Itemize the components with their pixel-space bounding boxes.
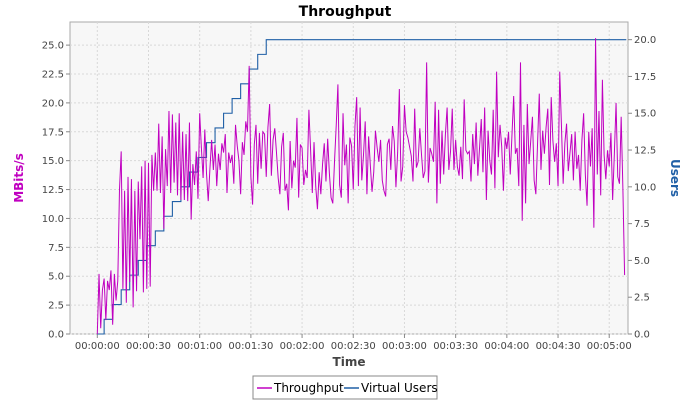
y-right-tick-label: 7.5 <box>634 219 650 230</box>
left-axis-label: MBits/s <box>12 153 26 203</box>
y-left-tick-label: 12.5 <box>42 185 64 196</box>
chart-title: Throughput <box>299 4 392 20</box>
y-right-tick-label: 5.0 <box>634 256 650 267</box>
x-tick-label: 00:00:30 <box>126 341 171 352</box>
x-tick-label: 00:03:00 <box>382 341 427 352</box>
x-tick-label: 00:00:00 <box>75 341 120 352</box>
x-tick-label: 00:05:00 <box>587 341 632 352</box>
x-axis-label: Time <box>333 355 366 369</box>
y-left-tick-label: 10.0 <box>42 214 64 225</box>
x-tick-label: 00:01:00 <box>177 341 222 352</box>
series-lines <box>96 38 627 335</box>
y-left-tick-label: 25.0 <box>42 41 64 52</box>
legend-label-throughput: Throughput <box>273 381 344 395</box>
y-right-tick-label: 10.0 <box>634 182 656 193</box>
right-axis-label: Users <box>668 159 682 197</box>
y-left-tick-label: 22.5 <box>42 70 64 81</box>
legend: Throughput Virtual Users <box>252 375 438 400</box>
x-axis-ticks: 00:00:00 00:00:30 00:01:00 00:01:30 00:02:00… <box>75 334 632 352</box>
y-left-tick-label: 17.5 <box>42 127 64 138</box>
y-left-tick-label: 5.0 <box>48 272 64 283</box>
right-axis-ticks: 0.0 2.5 5.0 7.5 10.0 12.5 15.0 17.5 20.0 <box>628 35 656 341</box>
throughput-line <box>96 38 626 335</box>
y-left-tick-label: 20.0 <box>42 98 64 109</box>
x-tick-label: 00:04:30 <box>536 341 581 352</box>
legend-label-users: Virtual Users <box>361 381 438 395</box>
y-right-tick-label: 2.5 <box>634 293 650 304</box>
x-tick-label: 00:01:30 <box>228 341 273 352</box>
x-tick-label: 00:03:30 <box>433 341 478 352</box>
y-right-tick-label: 15.0 <box>634 109 656 120</box>
y-left-tick-label: 7.5 <box>48 243 64 254</box>
x-tick-label: 00:02:30 <box>331 341 376 352</box>
y-right-tick-label: 20.0 <box>634 35 656 46</box>
y-left-tick-label: 15.0 <box>42 156 64 167</box>
y-right-tick-label: 0.0 <box>634 330 650 341</box>
y-left-tick-label: 0.0 <box>48 330 64 341</box>
y-right-tick-label: 12.5 <box>634 146 656 157</box>
x-tick-label: 00:04:00 <box>484 341 529 352</box>
x-tick-label: 00:02:00 <box>280 341 325 352</box>
y-right-tick-label: 17.5 <box>634 72 656 83</box>
left-axis-ticks: 0.0 2.5 5.0 7.5 10.0 12.5 15.0 17.5 20.0 22.5 25.0 <box>42 41 70 341</box>
y-left-tick-label: 2.5 <box>48 301 64 312</box>
virtual-users-line <box>97 39 627 335</box>
